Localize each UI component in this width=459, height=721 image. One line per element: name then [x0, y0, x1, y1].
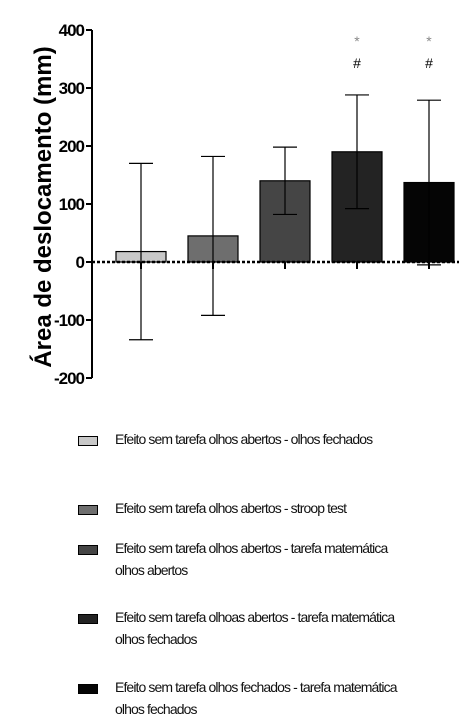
y-tick-label: 200 [59, 137, 85, 156]
y-tick-label: 100 [59, 195, 85, 214]
significance-annotations: * # * # [353, 33, 433, 71]
bars [92, 151, 459, 269]
y-tick-label: 300 [59, 79, 85, 98]
y-axis: -200 -100 0 100 200 300 400 [54, 21, 93, 388]
y-tick-label: -100 [54, 311, 85, 330]
y-axis-label: Área de deslocamento (mm) [29, 46, 57, 367]
y-tick-label: 0 [76, 253, 85, 272]
error-bars [129, 94, 441, 341]
y-tick-label: 400 [59, 21, 85, 40]
significance-hash: # [353, 55, 361, 71]
y-tick-label: -200 [54, 369, 85, 388]
significance-asterisk: * [354, 33, 360, 49]
significance-hash: # [425, 55, 433, 71]
significance-asterisk: * [426, 33, 432, 49]
